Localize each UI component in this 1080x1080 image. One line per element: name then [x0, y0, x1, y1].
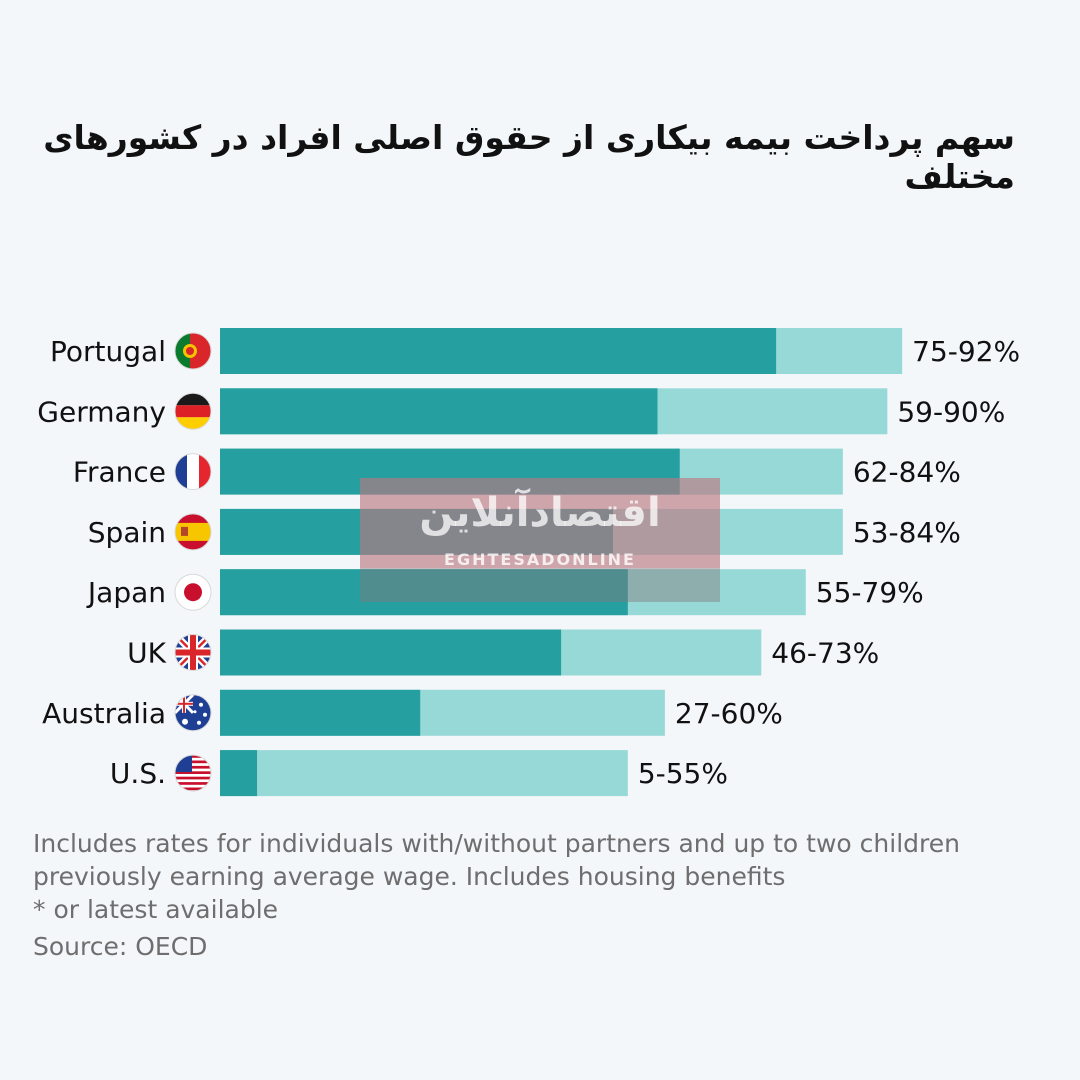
australia-flag-icon	[174, 694, 212, 732]
bar-chart: Portugal 75-92% Germany 59-90% France 62-84% S…	[37, 328, 1020, 797]
category-label-2: France	[73, 456, 166, 489]
bar-max-7	[220, 750, 628, 797]
category-label-1: Germany	[37, 395, 166, 428]
bar-min-1	[220, 388, 658, 435]
uk-flag-icon	[174, 634, 212, 671]
france-flag-icon	[174, 453, 212, 491]
note-line-3: * or latest available	[33, 895, 279, 924]
portugal-flag-icon	[174, 332, 212, 370]
category-label-4: Japan	[86, 576, 166, 609]
value-label-6: 27-60%	[675, 697, 783, 730]
value-label-3: 53-84%	[853, 516, 961, 549]
spain-flag-icon	[174, 513, 212, 551]
value-label-4: 55-79%	[816, 576, 924, 609]
bar-min-0	[220, 328, 777, 374]
note-line-1: Includes rates for individuals with/with…	[33, 829, 960, 858]
value-label-1: 59-90%	[897, 395, 1005, 428]
source-text: Source: OECD	[33, 932, 208, 961]
bar-min-7	[220, 750, 258, 797]
chart-title: سهم پرداخت بیمه بیکاری از حقوق اصلی افرا…	[43, 118, 1015, 196]
category-label-6: Australia	[42, 697, 166, 730]
value-label-0: 75-92%	[912, 335, 1020, 368]
category-label-0: Portugal	[50, 335, 166, 368]
category-label-7: U.S.	[110, 757, 166, 790]
chart-notes: Includes rates for individuals with/with…	[33, 827, 1033, 963]
bar-min-2	[220, 448, 680, 495]
japan-flag-icon	[174, 573, 212, 611]
category-label-3: Spain	[88, 516, 166, 549]
watermark-logo: اقتصادآنلاین EGHTESADONLINE	[360, 478, 720, 602]
value-label-2: 62-84%	[853, 456, 961, 489]
value-label-5: 46-73%	[771, 637, 879, 670]
bar-min-5	[220, 629, 562, 676]
bar-min-4	[220, 569, 628, 616]
germany-flag-icon	[174, 392, 212, 430]
note-line-2: previously earning average wage. Include…	[33, 862, 786, 891]
watermark-text-fa: اقتصادآنلاین	[419, 490, 661, 536]
bar-min-3	[220, 508, 613, 555]
value-label-7: 5-55%	[638, 757, 728, 790]
us-flag-icon	[174, 754, 212, 792]
category-label-5: UK	[127, 637, 166, 670]
watermark-text-en: EGHTESADONLINE	[444, 550, 636, 569]
bar-min-6	[220, 689, 421, 736]
